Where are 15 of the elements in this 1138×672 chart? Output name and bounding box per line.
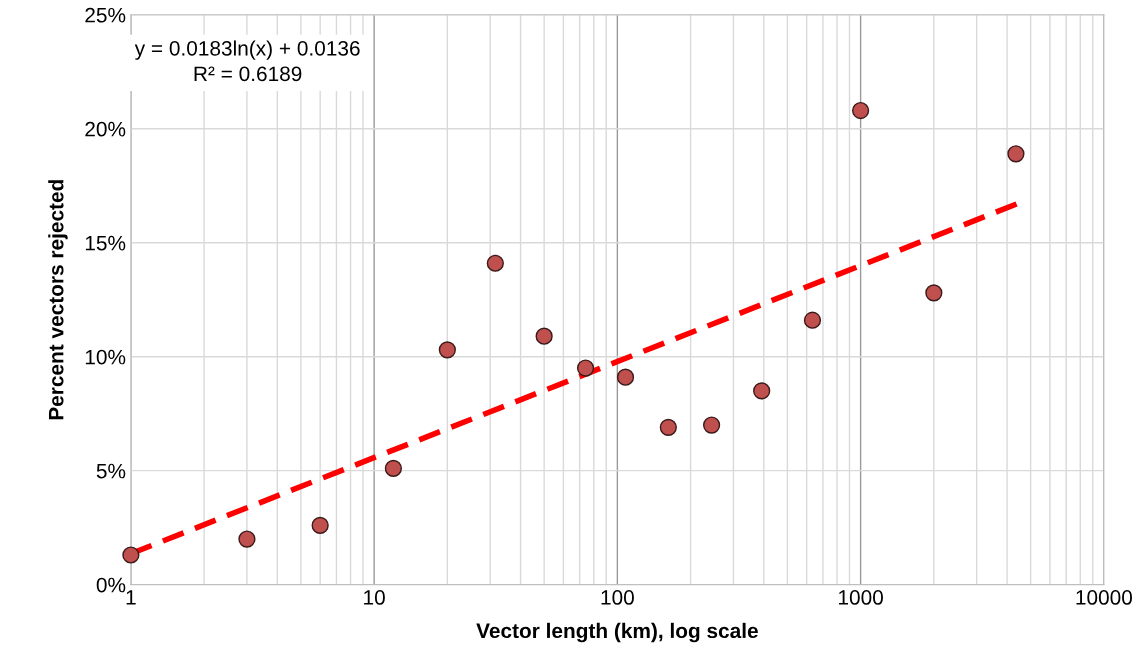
y-tick-label: 15% [85, 235, 126, 251]
annotation: R² = 0.6189 [194, 66, 302, 82]
x-axis-title: Vector length (km), log scale [476, 622, 758, 643]
x-tick-label: 1000 [839, 590, 883, 605]
x-tick-label: 10 [364, 590, 385, 605]
x-tick-label: 1 [126, 590, 136, 605]
x-tick-label: 10000 [1076, 590, 1133, 605]
y-tick-label: 25% [85, 7, 126, 23]
y-tick-label: 20% [85, 121, 126, 137]
annotation: y = 0.0183ln(x) + 0.0136 [134, 40, 360, 60]
y-tick-label: 5% [96, 463, 126, 479]
y-tick-label: 0% [96, 577, 126, 593]
y-tick-label: 10% [85, 349, 126, 365]
x-tick-label: 100 [601, 590, 634, 605]
y-axis-title: Percent vectors rejected [48, 180, 68, 420]
